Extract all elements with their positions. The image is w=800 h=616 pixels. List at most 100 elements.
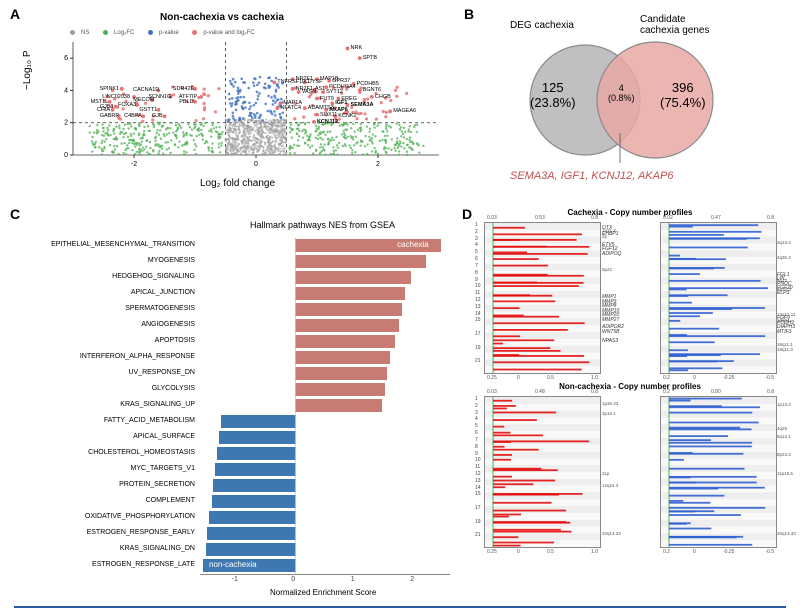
bottom-rule: [14, 606, 786, 608]
svg-text:2: 2: [376, 161, 380, 168]
gsea-pathway-label: GLYCOLYSIS: [20, 385, 199, 392]
cnv-bot-loss: 0.20.800.80.20-0.25-0.5: [660, 396, 777, 548]
gsea-bar: [215, 463, 295, 476]
panel-a-volcano: A Non-cachexia vs cachexia NS Log₂FC p-v…: [20, 10, 450, 190]
panel-d-cnv: D Cachexia - Copy number profiles 0.030.…: [470, 210, 790, 580]
gsea-bar: [221, 415, 295, 428]
gsea-bar: [213, 479, 295, 492]
gsea-bar: [295, 271, 411, 284]
gsea-bar: [295, 351, 390, 364]
gsea-bar: [295, 335, 395, 348]
gsea-pathway-label: APICAL_SURFACE: [20, 433, 199, 440]
gene-label: VASN: [302, 89, 317, 95]
gene-label: PBLD: [179, 99, 193, 105]
cnv-title-top: Cachexia - Copy number profiles: [470, 208, 790, 217]
gene-label: FOXA3: [118, 102, 136, 108]
gsea-bar: [209, 511, 295, 524]
gene-label: IGF1: [335, 100, 347, 106]
gsea-bar: [207, 527, 295, 540]
gene-label: SDR42E: [173, 86, 194, 92]
gene-label: GPR37: [332, 78, 350, 84]
panel-c-label: C: [10, 206, 20, 222]
gene-label: PCDHB5: [357, 81, 379, 87]
gene-label: SYT12: [326, 89, 343, 95]
cnv-locus-label: 13q12.11: [777, 312, 795, 317]
svg-text:0: 0: [64, 152, 68, 159]
gene-label: GABRP: [100, 113, 119, 119]
gsea-row: CHOLESTEROL_HOMEOSTASIS: [20, 446, 460, 461]
gsea-bar: [295, 287, 405, 300]
gene-label: SPTB: [363, 55, 377, 61]
gsea-bar: [212, 495, 295, 508]
gsea-bar: [219, 431, 295, 444]
cnv-locus-label: 4q25: [777, 426, 787, 431]
cnv-top-gain: 0.030.530.80.2500.51.0123456789101112131…: [484, 222, 601, 374]
gsea-row: SPERMATOGENESIS: [20, 302, 460, 317]
gsea-xlabel: Normalized Enrichment Score: [270, 588, 376, 597]
gsea-row: ESTROGEN_RESPONSE_LATEnon-cachexia: [20, 558, 460, 573]
gsea-pathway-label: UV_RESPONSE_DN: [20, 369, 199, 376]
gsea-bar: [295, 303, 402, 316]
gsea-row: HEDGEHOG_SIGNALING: [20, 270, 460, 285]
volcano-plot: -2020246: [55, 28, 445, 173]
gsea-row: APOPTOSIS: [20, 334, 460, 349]
gsea-pathway-label: EPITHELIAL_MESENCHYMAL_TRANSITION: [20, 241, 199, 248]
gsea-pathway-label: PROTEIN_SECRETION: [20, 481, 199, 488]
gsea-pathway-label: OXIDATIVE_PHOSPHORYLATION: [20, 513, 199, 520]
volcano-xlabel: Log₂ fold change: [200, 178, 275, 189]
gsea-row: UV_RESPONSE_DN: [20, 366, 460, 381]
venn-overlap-count: 4 (0.8%): [608, 83, 635, 103]
gene-label: MECOM: [133, 97, 154, 103]
panel-a-label: A: [10, 6, 20, 22]
cnv-locus-label: 2p: [602, 234, 607, 239]
cnv-locus-label: 4q35.2: [777, 255, 791, 260]
gsea-pathway-label: ANGIOGENESIS: [20, 321, 199, 328]
cnv-locus-label: 1p13.2: [777, 402, 791, 407]
gsea-pathway-label: INTERFERON_ALPHA_RESPONSE: [20, 353, 199, 360]
gsea-pathway-label: KRAS_SIGNALING_UP: [20, 401, 199, 408]
gsea-pathway-label: ESTROGEN_RESPONSE_LATE: [20, 561, 199, 568]
cnv-locus-label: 11p15.5: [777, 471, 793, 476]
cnv-locus-label: 5p22: [602, 267, 612, 272]
gsea-row: APICAL_SURFACE: [20, 430, 460, 445]
cnv-gene-label: MMP27: [602, 317, 619, 323]
gsea-pathway-label: HEDGEHOG_SIGNALING: [20, 273, 199, 280]
gsea-row: ESTROGEN_RESPONSE_EARLY: [20, 526, 460, 541]
venn-overlap-genes: SEMA3A, IGF1, KCNJ12, AKAP6: [510, 170, 673, 182]
gene-label: MAGEA6: [393, 108, 416, 114]
gene-label: NFATC4: [280, 105, 301, 111]
gsea-row: APICAL_JUNCTION: [20, 286, 460, 301]
gsea-row: KRAS_SIGNALING_DN: [20, 542, 460, 557]
volcano-ylabel: −Log₁₀ P: [22, 51, 33, 91]
gene-label: CACNA1D: [133, 87, 159, 93]
cnv-top-loss: 0.020.470.80.20-0.25-0.5: [660, 222, 777, 374]
cnv-locus-label: 8p23.2: [777, 452, 791, 457]
gsea-row: OXIDATIVE_PHOSPHORYLATION: [20, 510, 460, 525]
gsea-pathway-label: ESTROGEN_RESPONSE_EARLY: [20, 529, 199, 536]
gsea-bars: EPITHELIAL_MESENCHYMAL_TRANSITION cachexi…: [20, 238, 460, 574]
gsea-bar: [295, 367, 387, 380]
gsea-row: EPITHELIAL_MESENCHYMAL_TRANSITION cachexi…: [20, 238, 460, 253]
venn-left-title: DEG cachexia: [510, 20, 574, 31]
gsea-pathway-label: MYC_TARGETS_V1: [20, 465, 199, 472]
panel-b-venn: B DEG cachexia Candidate cachexia genes …: [470, 10, 780, 190]
cnv-title-bottom: Non-cachexia - Copy number profiles: [470, 382, 790, 391]
gsea-pathway-label: COMPLEMENT: [20, 497, 199, 504]
cnv-gene-label: NPAS3: [602, 338, 618, 344]
gsea-title: Hallmark pathways NES from GSEA: [250, 220, 395, 230]
cnv-locus-label: 5q12.1: [777, 434, 791, 439]
gene-label: CHGB: [375, 94, 391, 100]
cnv-locus-label: 13q34: [777, 318, 790, 323]
gene-label: NRK: [351, 45, 363, 51]
gsea-row: GLYCOLYSIS: [20, 382, 460, 397]
gsea-pathway-label: MYOGENESIS: [20, 257, 199, 264]
panel-c-gsea: C Hallmark pathways NES from GSEA EPITHE…: [20, 210, 460, 580]
venn-left-count: 125 (23.8%): [530, 80, 576, 110]
gsea-pathway-label: APICAL_JUNCTION: [20, 289, 199, 296]
gene-label: GJB: [152, 113, 163, 119]
gsea-row: MYC_TARGETS_V1: [20, 462, 460, 477]
venn-right-title: Candidate cachexia genes: [640, 14, 710, 36]
gsea-tag-cachexia: cachexia: [393, 239, 433, 250]
gsea-bar: [295, 399, 381, 412]
gene-label: BGNT6: [363, 87, 381, 93]
